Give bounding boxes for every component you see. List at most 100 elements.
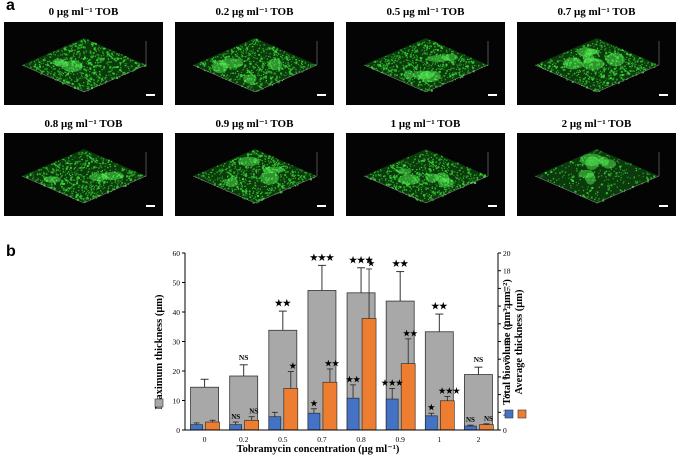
bar-total-biovolume [190, 424, 203, 431]
bar-total-biovolume [268, 416, 282, 431]
legend-swatch-average-thickness [517, 409, 527, 419]
x-tick-label: 0.2 [239, 435, 249, 444]
significance-max-thickness: ★★★ [310, 252, 335, 262]
y-left-tick-label: 20 [173, 367, 181, 376]
bar-total-biovolume [346, 397, 360, 431]
bar-total-biovolume [307, 412, 321, 431]
biofilm-image-0.8 [4, 133, 163, 216]
image-title-0.2: 0.2 μg ml⁻¹ TOB [215, 6, 294, 18]
scale-bar [146, 94, 155, 96]
y-left-tick-label: 40 [173, 308, 181, 317]
scale-bar [317, 94, 326, 96]
scale-bar [488, 205, 497, 207]
biofilm-image-1 [346, 133, 505, 216]
image-title-0.5: 0.5 μg ml⁻¹ TOB [386, 6, 465, 18]
bar-average-thickness [244, 419, 259, 431]
significance-biovolume: ★ [428, 403, 436, 412]
y-right-tick-label: 10 [503, 338, 511, 347]
y-left-tick-label: 50 [173, 279, 181, 288]
x-tick-label: 0.7 [317, 435, 327, 444]
panel-label-b: b [6, 243, 16, 260]
bar-total-biovolume [229, 424, 242, 431]
image-title-0.9: 0.9 μg ml⁻¹ TOB [215, 118, 294, 130]
y-left-tick-label: 60 [173, 249, 181, 258]
scale-bar [659, 94, 668, 96]
biofilm-render [21, 38, 147, 93]
y-right-tick-label: 6 [503, 373, 507, 382]
bar-average-thickness [400, 363, 416, 431]
scale-bar [488, 94, 497, 96]
biofilm-image-0.2 [175, 22, 334, 105]
y-left-tick-label: 30 [173, 338, 181, 347]
image-title-0.8: 0.8 μg ml⁻¹ TOB [44, 118, 123, 130]
image-title-0.7: 0.7 μg ml⁻¹ TOB [557, 6, 636, 18]
bar-average-thickness [440, 400, 455, 431]
x-axis-label: Tobramycin concentration (μg ml⁻¹) [237, 444, 400, 455]
bar-total-biovolume [425, 415, 438, 431]
legend-swatch-max-thickness [154, 398, 164, 408]
y-axis-right-label-average: Average thickness (μm) [514, 289, 525, 394]
y-right-tick-label: 18 [503, 267, 511, 276]
bar-total-biovolume [385, 398, 399, 431]
biofilm-render [534, 149, 660, 204]
panel-label-a: a [6, 0, 15, 14]
x-tick-label: 1 [437, 435, 441, 444]
significance-average: NS [249, 408, 258, 416]
image-title-1: 1 μg ml⁻¹ TOB [390, 118, 461, 130]
y-right-tick-label: 20 [503, 249, 511, 258]
significance-biovolume: NS [466, 416, 475, 424]
biofilm-render [363, 149, 489, 204]
bar-average-thickness [322, 381, 338, 431]
significance-biovolume: NS [231, 413, 240, 421]
y-right-tick-label: 0 [503, 426, 507, 435]
scale-bar [317, 205, 326, 207]
significance-max-thickness: NS [474, 355, 484, 364]
significance-average: ★★ [325, 359, 340, 368]
x-tick-label: 0.9 [396, 435, 406, 444]
biofilm-render [363, 38, 489, 93]
biofilm-image-0 [4, 22, 163, 105]
biofilm-image-0.9 [175, 133, 334, 216]
biofilm-render [192, 38, 318, 93]
legend-swatch-biovolume [504, 409, 514, 419]
image-title-0: 0 μg ml⁻¹ TOB [48, 6, 119, 18]
bar-average-thickness [205, 421, 220, 431]
y-right-tick-label: 14 [503, 302, 511, 311]
significance-biovolume: ★ [310, 399, 318, 408]
significance-biovolume: ★★ [346, 375, 361, 384]
x-tick-label: 0.5 [278, 435, 288, 444]
bar-total-biovolume [464, 425, 477, 431]
y-axis-right-label-biovolume: Total biovolume (μm³ μm⁻²) [502, 279, 513, 405]
scale-bar [659, 205, 668, 207]
biofilm-image-0.7 [517, 22, 676, 105]
y-right-tick-label: 8 [503, 355, 507, 364]
scale-bar [146, 205, 155, 207]
significance-max-thickness: ★★ [392, 259, 409, 269]
bar-average-thickness [479, 424, 494, 431]
x-tick-label: 0 [203, 435, 207, 444]
y-left-tick-label: 10 [173, 397, 181, 406]
y-left-tick-label: 0 [176, 426, 180, 435]
significance-max-thickness: ★★ [431, 301, 448, 311]
significance-max-thickness: ★★ [275, 298, 292, 308]
biofilm-render [534, 38, 660, 93]
bar-average-thickness [283, 388, 299, 431]
significance-average: ★ [367, 259, 375, 268]
significance-biovolume: ★★★ [381, 378, 403, 387]
significance-max-thickness: ★★★ [349, 255, 374, 265]
thickness-biovolume-bar-chart: 0 10 20 30 40 50 60 0 2 4 6 8 10 12 14 16 18 20 0 0.2 0.5 0.7… [154, 249, 527, 455]
y-right-tick-label: 16 [503, 284, 511, 293]
significance-average: NS [484, 415, 493, 423]
y-axis-left-label: Maximum thickness (μm) [154, 294, 165, 410]
x-tick-label: 0.8 [356, 435, 366, 444]
y-right-tick-label: 12 [503, 320, 511, 329]
significance-average: ★★ [403, 329, 418, 338]
significance-max-thickness: NS [239, 353, 249, 362]
bar-average-thickness [361, 318, 377, 431]
image-title-2: 2 μg ml⁻¹ TOB [561, 118, 632, 130]
significance-average: ★★★ [439, 386, 461, 395]
significance-average: ★ [289, 362, 297, 371]
biofilm-image-2 [517, 133, 676, 216]
x-tick-label: 2 [477, 435, 481, 444]
biofilm-render [21, 149, 147, 204]
